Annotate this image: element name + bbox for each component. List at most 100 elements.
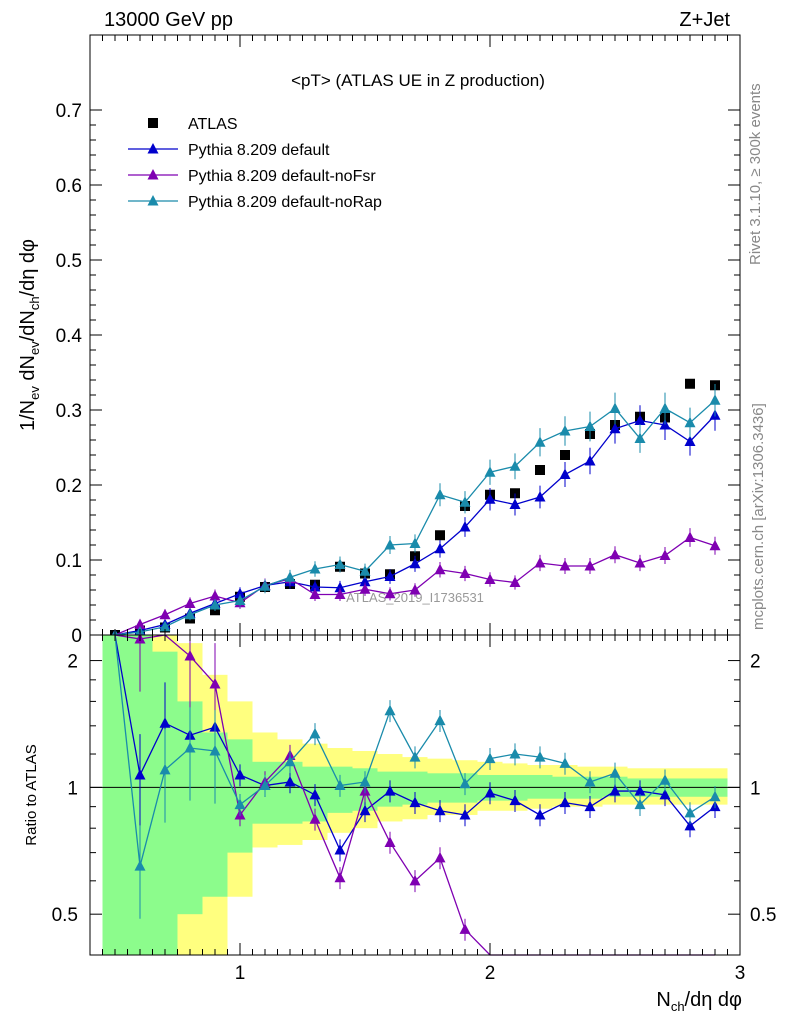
ratio-ytick-label-right: 1 <box>750 778 761 799</box>
main-point <box>534 557 546 568</box>
ratio-band-stat <box>427 773 453 803</box>
main-ytick-label: 0.5 <box>56 251 82 272</box>
ratio-point <box>284 755 296 767</box>
main-point <box>535 465 545 475</box>
ratio-series-2 <box>114 634 721 919</box>
main-point <box>510 488 520 499</box>
main-point <box>234 587 246 599</box>
main-point <box>459 521 471 532</box>
main-point <box>134 618 146 629</box>
ratio-point <box>384 785 396 796</box>
main-ytick-label: 0.6 <box>56 176 82 197</box>
main-ytick-label: 0.7 <box>56 101 82 122</box>
ratio-point <box>484 786 496 798</box>
main-point <box>709 539 721 551</box>
ratio-ytick-label: 2 <box>67 652 78 673</box>
main-point <box>684 531 696 542</box>
main-point <box>359 575 371 587</box>
ratio-point <box>609 767 621 778</box>
ratio-ylabel: Ratio to ATLAS <box>23 744 40 845</box>
main-point <box>359 583 371 594</box>
main-point <box>309 563 321 574</box>
main-ytick-label: 0.1 <box>56 551 82 572</box>
legend-label: Pythia 8.209 default-noRap <box>188 194 382 211</box>
main-panel: ATLAS_2019_I1736531 <pT> (ATLAS UE in Z … <box>17 34 741 647</box>
main-point <box>609 402 621 413</box>
ratio-point <box>409 874 421 886</box>
ratio-point <box>684 806 696 818</box>
ratio-frame <box>89 634 741 956</box>
main-point <box>209 599 221 610</box>
ratio-point <box>534 808 546 820</box>
main-point <box>534 436 546 447</box>
main-point <box>309 581 321 592</box>
main-ytick-label: 0.2 <box>56 476 82 497</box>
legend-marker <box>148 118 158 128</box>
main-point <box>184 608 196 620</box>
ratio-axis-ticks: 0.5 0.5 1 1 2 2 1 2 3 <box>52 635 776 984</box>
ratio-point <box>234 798 246 810</box>
ratio-band-stat <box>102 635 128 955</box>
main-point <box>484 573 496 584</box>
main-point <box>684 435 696 446</box>
main-point <box>159 608 171 620</box>
ratio-point <box>434 804 446 816</box>
main-point <box>359 565 371 576</box>
main-point <box>559 468 571 479</box>
ratio-point <box>309 813 321 824</box>
main-point <box>409 584 421 595</box>
ratio-point <box>409 751 421 762</box>
legend-label: ATLAS <box>188 116 238 133</box>
main-point <box>559 560 571 571</box>
main-ytick-label: 0.4 <box>56 326 83 347</box>
ratio-point <box>509 794 521 806</box>
main-ytick-label: 0 <box>71 626 82 647</box>
main-point <box>184 597 196 608</box>
ratio-point <box>209 744 221 756</box>
main-point <box>509 576 521 587</box>
side-label-mcplots: mcplots.cern.ch [arXiv:1306.3436] <box>750 403 767 630</box>
ratio-point <box>359 804 371 816</box>
ratio-point <box>384 836 396 847</box>
legend-marker <box>147 195 159 206</box>
ratio-point <box>334 871 346 883</box>
watermark: ATLAS_2019_I1736531 <box>346 590 484 605</box>
ratio-point <box>184 742 196 753</box>
ratio-point <box>634 798 646 810</box>
legend-label: Pythia 8.209 default-noFsr <box>188 168 376 185</box>
main-point <box>334 588 346 599</box>
ratio-point <box>709 790 721 802</box>
main-series-3 <box>109 384 721 640</box>
ratio-ytick-label: 0.5 <box>52 905 78 926</box>
main-point <box>409 557 421 569</box>
main-point <box>384 570 396 581</box>
ratio-point <box>459 923 471 934</box>
ratio-point <box>484 752 496 764</box>
ratio-point <box>409 796 421 808</box>
ratio-point <box>459 777 471 789</box>
main-point <box>484 466 496 477</box>
ratio-point <box>184 650 196 661</box>
main-ytick-label: 0.3 <box>56 401 82 422</box>
ratio-point <box>434 851 446 863</box>
main-point <box>209 590 221 601</box>
ratio-point <box>559 796 571 808</box>
main-point <box>384 587 396 599</box>
header-right: Z+Jet <box>679 9 730 31</box>
ratio-point <box>434 714 446 726</box>
main-point <box>159 620 171 632</box>
main-point <box>684 416 696 428</box>
main-axis-ticks: 0 0.1 0.2 0.3 0.4 0.5 0.6 0.7 <box>56 35 741 647</box>
ratio-point <box>634 785 646 796</box>
main-point <box>559 425 571 436</box>
ratio-point <box>384 704 396 716</box>
ratio-point <box>259 779 271 791</box>
main-point <box>584 560 596 571</box>
ratio-point <box>584 775 596 787</box>
main-point <box>634 432 646 443</box>
ratio-point <box>134 768 146 780</box>
main-point <box>234 594 246 605</box>
ratio-xtick-label: 2 <box>485 963 496 984</box>
main-point <box>309 588 321 599</box>
